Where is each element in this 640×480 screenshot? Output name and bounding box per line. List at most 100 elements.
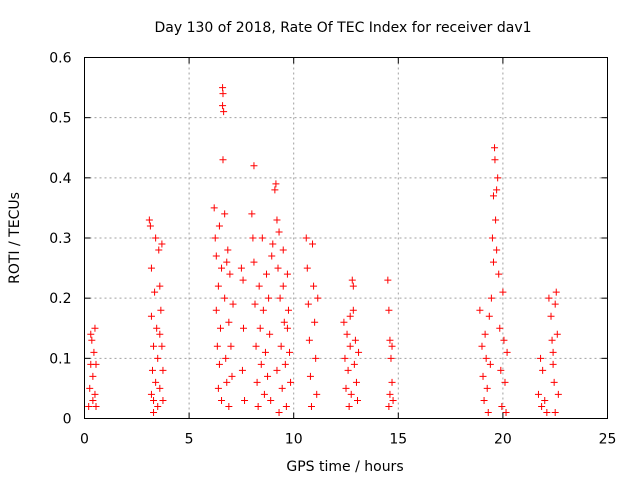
data-point bbox=[273, 216, 281, 224]
data-point bbox=[145, 216, 153, 224]
data-point bbox=[344, 366, 352, 374]
data-point bbox=[480, 396, 488, 404]
data-point bbox=[311, 318, 319, 326]
data-points bbox=[85, 84, 562, 416]
data-point bbox=[551, 300, 559, 308]
grid bbox=[84, 57, 608, 419]
data-point bbox=[283, 270, 291, 278]
data-point bbox=[493, 186, 501, 194]
data-point bbox=[547, 312, 555, 320]
data-point bbox=[264, 372, 272, 380]
data-point bbox=[304, 300, 312, 308]
data-point bbox=[549, 360, 557, 368]
data-point bbox=[551, 408, 559, 416]
x-tick-label: 25 bbox=[599, 432, 617, 448]
x-tick-label: 20 bbox=[494, 432, 512, 448]
data-point bbox=[352, 378, 360, 386]
data-point bbox=[552, 288, 560, 296]
x-tick-label: 0 bbox=[80, 432, 89, 448]
data-point bbox=[284, 306, 292, 314]
data-point bbox=[484, 408, 492, 416]
data-point bbox=[388, 378, 396, 386]
data-point bbox=[224, 246, 232, 254]
y-tick-label: 0.3 bbox=[49, 231, 71, 247]
data-point bbox=[354, 396, 362, 404]
data-point bbox=[215, 360, 223, 368]
data-point bbox=[251, 300, 259, 308]
data-point bbox=[488, 234, 496, 242]
data-point bbox=[476, 306, 484, 314]
data-point bbox=[275, 408, 283, 416]
data-point bbox=[541, 396, 549, 404]
data-point bbox=[281, 360, 289, 368]
data-point bbox=[219, 90, 227, 98]
data-point bbox=[342, 384, 350, 392]
data-point bbox=[221, 294, 229, 302]
data-point bbox=[147, 312, 155, 320]
data-point bbox=[150, 342, 158, 350]
data-point bbox=[157, 306, 165, 314]
data-point bbox=[351, 336, 359, 344]
data-point bbox=[500, 336, 508, 344]
data-point bbox=[282, 402, 290, 410]
data-point bbox=[314, 294, 322, 302]
data-point bbox=[216, 324, 224, 332]
data-point bbox=[229, 300, 237, 308]
data-point bbox=[548, 336, 556, 344]
data-point bbox=[283, 324, 291, 332]
data-point bbox=[152, 378, 160, 386]
data-point bbox=[248, 210, 256, 218]
data-point bbox=[212, 306, 220, 314]
data-point bbox=[497, 366, 505, 374]
data-point bbox=[89, 396, 97, 404]
data-point bbox=[92, 360, 100, 368]
data-point bbox=[483, 384, 491, 392]
data-point bbox=[287, 378, 295, 386]
x-axis-label: GPS time / hours bbox=[286, 459, 403, 475]
data-point bbox=[252, 342, 260, 350]
data-point bbox=[312, 354, 320, 362]
data-point bbox=[239, 276, 247, 284]
x-tick-label: 5 bbox=[185, 432, 194, 448]
data-point bbox=[150, 408, 158, 416]
data-point bbox=[276, 294, 284, 302]
data-point bbox=[387, 354, 395, 362]
data-point bbox=[386, 336, 394, 344]
data-point bbox=[212, 252, 220, 260]
data-point bbox=[384, 276, 392, 284]
data-point bbox=[156, 282, 164, 290]
data-point bbox=[545, 294, 553, 302]
data-point bbox=[237, 264, 245, 272]
chart-title: Day 130 of 2018, Rate Of TEC Index for r… bbox=[154, 20, 531, 36]
y-tick-label: 0 bbox=[63, 412, 72, 428]
data-point bbox=[146, 222, 154, 230]
data-point bbox=[280, 318, 288, 326]
y-tick-label: 0.1 bbox=[49, 351, 71, 367]
data-point bbox=[350, 360, 358, 368]
data-point bbox=[343, 330, 351, 338]
data-point bbox=[259, 306, 267, 314]
data-point bbox=[534, 390, 542, 398]
data-point bbox=[88, 336, 96, 344]
data-point bbox=[254, 402, 262, 410]
data-point bbox=[91, 324, 99, 332]
data-point bbox=[386, 390, 394, 398]
data-point bbox=[218, 396, 226, 404]
data-point bbox=[263, 270, 271, 278]
data-point bbox=[278, 384, 286, 392]
data-point bbox=[269, 240, 277, 248]
data-point bbox=[210, 204, 218, 212]
data-point bbox=[486, 360, 494, 368]
data-point bbox=[496, 324, 504, 332]
data-point bbox=[227, 342, 235, 350]
data-point bbox=[272, 180, 280, 188]
data-point bbox=[309, 240, 317, 248]
data-point bbox=[385, 306, 393, 314]
data-point bbox=[492, 216, 500, 224]
data-point bbox=[220, 108, 228, 116]
data-point bbox=[479, 372, 487, 380]
data-point bbox=[239, 324, 247, 332]
data-point bbox=[225, 318, 233, 326]
data-point bbox=[286, 348, 294, 356]
